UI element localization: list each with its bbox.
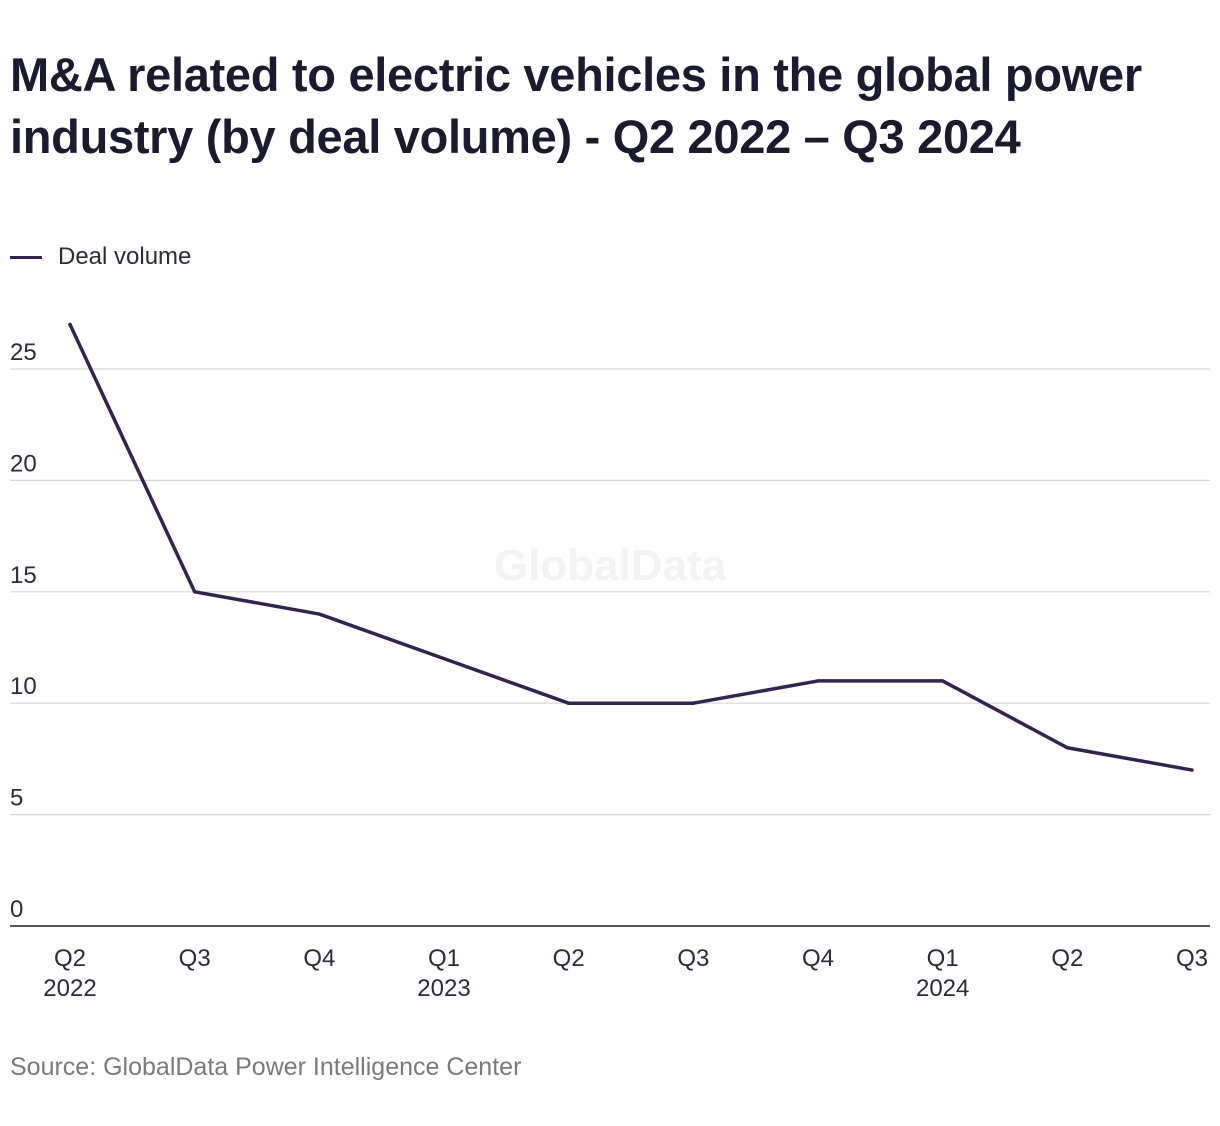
x-tick-label-7: Q1: [927, 945, 959, 972]
x-tick-label-2: Q4: [303, 945, 335, 972]
y-tick-label-0: 0: [10, 896, 23, 923]
series-line-0: [68, 322, 1194, 772]
y-tick-label-5: 5: [10, 785, 23, 812]
y-tick-label-20: 20: [10, 450, 37, 477]
x-tick-label-9: Q3: [1176, 945, 1208, 972]
x-tick-label-4: Q2: [553, 945, 585, 972]
x-tick-year-0: 2022: [43, 975, 96, 1002]
data-point-0-7: [941, 679, 945, 683]
data-point-0-2: [317, 612, 321, 616]
data-point-0-8: [1065, 746, 1069, 750]
legend-label-deal-volume: Deal volume: [58, 243, 192, 270]
chart-title: M&A related to electric vehicles in the …: [10, 48, 1142, 163]
x-tick-label-0: Q2: [54, 945, 86, 972]
data-point-0-4: [567, 701, 571, 705]
data-point-0-0: [68, 322, 72, 327]
data-point-0-3: [442, 657, 446, 661]
x-tick-label-1: Q3: [179, 945, 211, 972]
data-point-0-6: [816, 679, 820, 683]
x-tick-label-8: Q2: [1051, 945, 1083, 972]
x-tick-label-3: Q1: [428, 945, 460, 972]
data-point-0-1: [193, 590, 197, 594]
x-tick-label-6: Q4: [802, 945, 834, 972]
grid-lines: [10, 368, 1210, 927]
data-point-0-5: [691, 701, 695, 705]
data-point-0-9: [1190, 768, 1194, 772]
watermark: GlobalData: [494, 541, 727, 590]
x-tick-year-3: 2023: [417, 975, 470, 1002]
y-tick-label-10: 10: [10, 673, 37, 700]
legend-swatch-deal-volume: [10, 255, 42, 259]
y-tick-label-15: 15: [10, 562, 37, 589]
source-note: Source: GlobalData Power Intelligence Ce…: [10, 1053, 522, 1081]
legend: Deal volume: [10, 242, 191, 272]
y-tick-label-25: 25: [10, 339, 37, 366]
x-tick-label-5: Q3: [677, 945, 709, 972]
y-axis-ticks: 0 5 10 15 20 25: [10, 339, 37, 923]
series-layer: [68, 322, 1194, 772]
x-axis-ticks: Q2 2022 Q3 Q4 Q1 2023 Q2 Q3 Q4 Q1 2024 Q2 Q3: [43, 945, 1208, 1002]
x-tick-year-7: 2024: [916, 975, 969, 1002]
